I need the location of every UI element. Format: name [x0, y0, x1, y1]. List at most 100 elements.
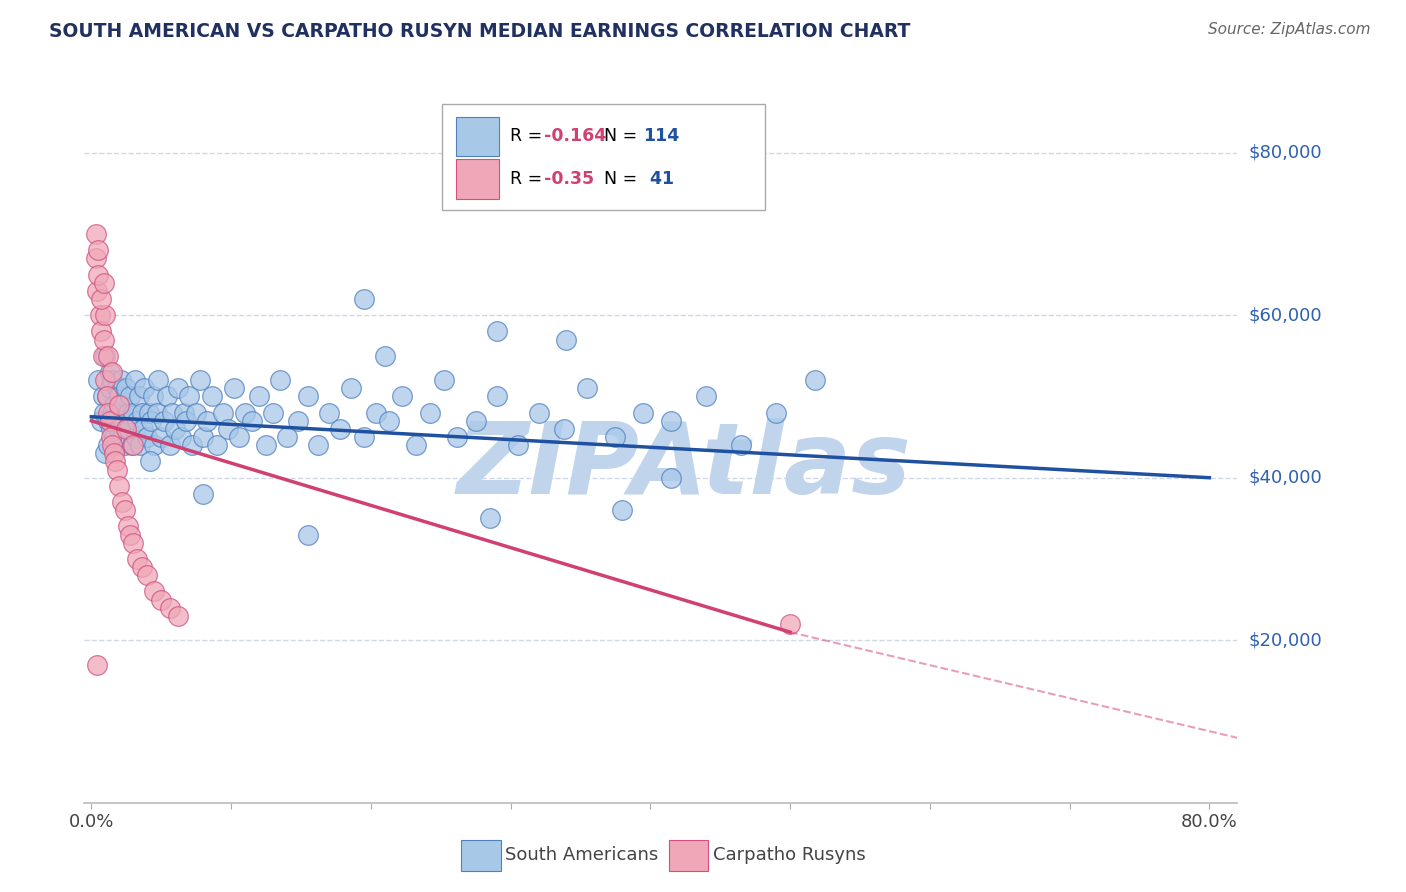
Point — [173, 406, 195, 420]
Point — [134, 381, 156, 395]
Point — [107, 406, 129, 420]
Point — [98, 365, 121, 379]
Point — [269, 373, 291, 387]
Point — [97, 406, 120, 420]
Point — [188, 373, 211, 387]
Point — [353, 292, 375, 306]
Point — [506, 438, 529, 452]
Text: N =: N = — [605, 128, 643, 145]
Point — [240, 414, 263, 428]
Point — [146, 406, 169, 420]
Point — [110, 373, 132, 387]
Point — [200, 389, 222, 403]
Point — [108, 479, 131, 493]
Point — [464, 414, 486, 428]
Point — [138, 406, 160, 420]
Point — [804, 373, 827, 387]
Point — [101, 365, 124, 379]
Point — [96, 389, 118, 403]
Point — [96, 389, 118, 403]
Text: Source: ZipAtlas.com: Source: ZipAtlas.com — [1208, 22, 1371, 37]
Point — [156, 389, 179, 403]
Point — [111, 430, 134, 444]
Point — [115, 381, 138, 395]
Point — [136, 430, 159, 444]
Point — [139, 454, 162, 468]
Point — [84, 252, 107, 266]
Point — [297, 527, 319, 541]
Point — [378, 414, 401, 428]
Point — [117, 406, 139, 420]
Point — [478, 511, 501, 525]
Point — [108, 389, 131, 403]
Point — [120, 527, 142, 541]
Text: Carpatho Rusyns: Carpatho Rusyns — [713, 847, 866, 864]
Point — [179, 389, 201, 403]
Point — [765, 406, 787, 420]
Point — [90, 325, 112, 339]
Point — [297, 389, 319, 403]
Text: South Americans: South Americans — [505, 847, 658, 864]
Point — [103, 398, 125, 412]
Point — [136, 568, 159, 582]
Point — [167, 608, 190, 623]
Text: $80,000: $80,000 — [1249, 144, 1322, 161]
Text: R =: R = — [510, 128, 547, 145]
Point — [340, 381, 363, 395]
Point — [111, 398, 134, 412]
Text: -0.164: -0.164 — [544, 128, 606, 145]
Point — [94, 349, 117, 363]
Point — [90, 414, 112, 428]
Text: $40,000: $40,000 — [1249, 468, 1322, 487]
Point — [217, 422, 239, 436]
Point — [105, 381, 128, 395]
Point — [612, 503, 634, 517]
Point — [329, 422, 352, 436]
Point — [287, 414, 309, 428]
Point — [94, 446, 117, 460]
Point — [127, 414, 149, 428]
Point — [93, 333, 115, 347]
Point — [191, 487, 214, 501]
Point — [553, 422, 575, 436]
Point — [97, 438, 120, 452]
Point — [122, 535, 145, 549]
Point — [86, 284, 108, 298]
Point — [90, 292, 112, 306]
Point — [262, 406, 284, 420]
Point — [87, 243, 110, 257]
Point — [124, 373, 146, 387]
Point — [254, 438, 277, 452]
Point — [150, 592, 173, 607]
Point — [228, 430, 250, 444]
Point — [247, 389, 270, 403]
Point — [127, 552, 149, 566]
Point — [222, 381, 245, 395]
Point — [555, 333, 578, 347]
FancyBboxPatch shape — [461, 840, 501, 871]
Point — [101, 438, 124, 452]
Point — [779, 617, 801, 632]
Point — [576, 381, 599, 395]
Point — [148, 373, 170, 387]
Point — [114, 438, 136, 452]
Point — [104, 454, 127, 468]
Point — [117, 519, 139, 533]
Point — [159, 438, 181, 452]
Point — [125, 430, 148, 444]
Point — [730, 438, 752, 452]
Text: 114: 114 — [644, 128, 679, 145]
Point — [141, 414, 163, 428]
Point — [103, 430, 125, 444]
Point — [93, 276, 115, 290]
Point — [118, 422, 141, 436]
Point — [121, 438, 143, 452]
Point — [97, 349, 120, 363]
Point — [150, 430, 173, 444]
Point — [633, 406, 655, 420]
Point — [108, 398, 131, 412]
Point — [143, 584, 166, 599]
Point — [94, 308, 117, 322]
Point — [111, 495, 134, 509]
Point — [87, 268, 110, 282]
